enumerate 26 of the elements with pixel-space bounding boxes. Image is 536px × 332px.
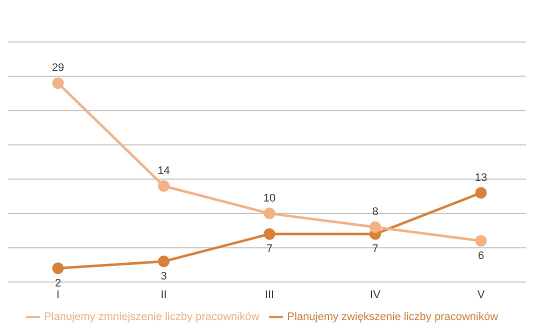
- legend-label: Planujemy zmniejszenie liczby pracowników: [44, 310, 260, 323]
- x-tick-label: III: [264, 288, 274, 301]
- data-label: 8: [372, 206, 378, 218]
- point: [264, 228, 276, 240]
- data-label: 7: [372, 243, 378, 255]
- data-label: 3: [160, 270, 167, 282]
- data-label: 2: [54, 277, 62, 290]
- point: [475, 187, 487, 199]
- point: [158, 256, 170, 268]
- x-tick-label: V: [477, 288, 486, 301]
- data-label: 7: [266, 243, 273, 255]
- data-label: 13: [474, 172, 488, 184]
- point: [264, 208, 276, 220]
- x-tick-label: II: [160, 288, 167, 301]
- data-label: 6: [478, 250, 484, 262]
- point: [158, 180, 170, 192]
- data-label: 10: [263, 192, 276, 204]
- legend-label: Planujemy zwiększenie liczby pracowników: [287, 310, 498, 323]
- data-label: 14: [158, 165, 170, 177]
- point: [475, 235, 487, 247]
- point: [52, 77, 64, 89]
- x-tick-label: IV: [370, 288, 382, 301]
- x-tick-label: I: [56, 288, 60, 301]
- data-label: 29: [52, 62, 64, 74]
- point: [52, 262, 64, 274]
- point: [370, 221, 381, 233]
